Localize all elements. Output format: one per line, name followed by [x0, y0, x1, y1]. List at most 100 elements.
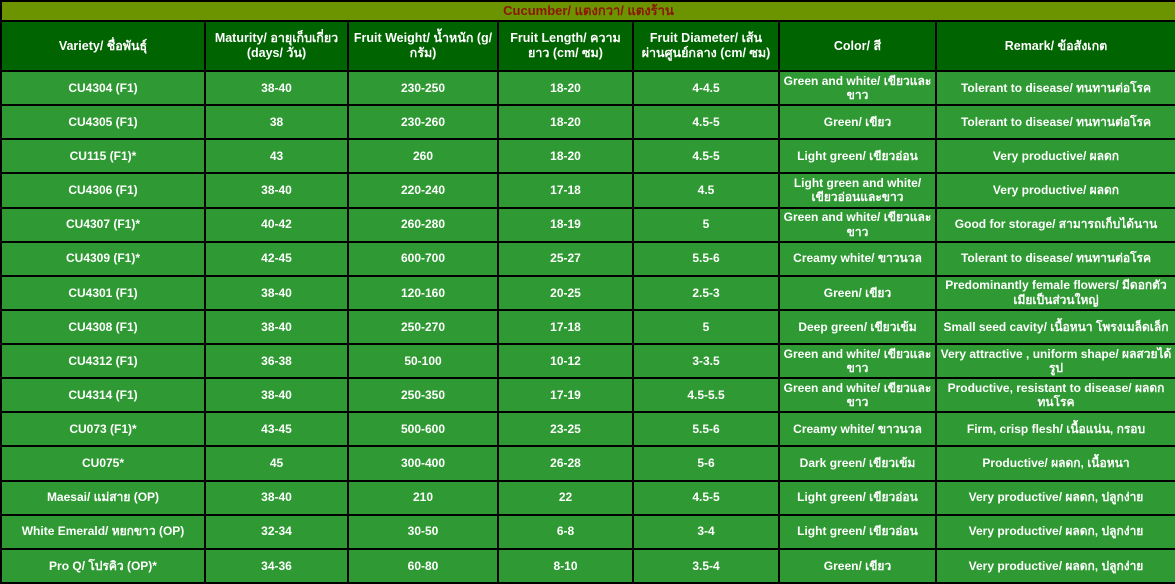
cell-fruit-diameter: 4.5-5: [632, 479, 780, 516]
cell-fruit-weight: 210: [347, 479, 499, 516]
cell-fruit-diameter: 4.5-5: [632, 104, 780, 141]
cell-fruit-weight: 50-100: [347, 342, 499, 380]
variety-row-1: CU4305 (F1) 38 230-260 18-20 4.5-5 Green/ เขี…: [0, 104, 1175, 141]
cell-fruit-weight: 60-80: [347, 547, 499, 584]
cell-maturity: 34-36: [204, 547, 349, 584]
cell-fruit-length: 10-12: [497, 342, 634, 380]
cell-fruit-diameter: 5-6: [632, 445, 780, 482]
cell-fruit-weight: 120-160: [347, 274, 499, 311]
cell-color: Green and white/ เขียวและขาว: [778, 342, 937, 380]
cell-remark: Very productive/ ผลดก, ปลูกง่าย: [935, 479, 1175, 516]
cell-fruit-length: 6-8: [497, 513, 634, 550]
cell-fruit-weight: 600-700: [347, 240, 499, 277]
column-header-variety: Variety/ ชื่อพันธุ์: [0, 20, 206, 72]
cell-color: Green/ เขียว: [778, 104, 937, 141]
cell-fruit-diameter: 5.5-6: [632, 240, 780, 277]
cell-variety: CU4304 (F1): [0, 69, 206, 107]
column-header-maturity: Maturity/ อายุเก็บเกี่ยว (days/ วัน): [204, 20, 349, 72]
header-row: Variety/ ชื่อพันธุ์ Maturity/ อายุเก็บเกี…: [0, 20, 1175, 72]
cell-fruit-length: 25-27: [497, 240, 634, 277]
cell-variety: CU075*: [0, 445, 206, 482]
cell-variety: CU4305 (F1): [0, 104, 206, 141]
column-header-color: Color/ สี: [778, 20, 937, 72]
variety-row-5: CU4309 (F1)* 42-45 600-700 25-27 5.5-6 Creamy…: [0, 240, 1175, 277]
cell-maturity: 38-40: [204, 308, 349, 346]
cell-remark: Tolerant to disease/ ทนทานต่อโรค: [935, 240, 1175, 277]
cell-variety: CU4307 (F1)*: [0, 206, 206, 243]
variety-row-11: CU075* 45 300-400 26-28 5-6 Dark green/ เขียว…: [0, 445, 1175, 482]
variety-row-12: Maesai/ แม่สาย (OP) 38-40 210 22 4.5-5 Light …: [0, 479, 1175, 516]
cell-maturity: 38: [204, 104, 349, 141]
cell-maturity: 38-40: [204, 69, 349, 107]
cell-maturity: 36-38: [204, 342, 349, 380]
cell-remark: Very productive/ ผลดก: [935, 138, 1175, 175]
cell-maturity: 42-45: [204, 240, 349, 277]
cell-fruit-weight: 220-240: [347, 172, 499, 209]
variety-row-7: CU4308 (F1) 38-40 250-270 17-18 5 Deep green/…: [0, 308, 1175, 346]
cell-fruit-weight: 250-350: [347, 377, 499, 414]
cell-maturity: 32-34: [204, 513, 349, 550]
variety-row-10: CU073 (F1)* 43-45 500-600 23-25 5.5-6 Creamy …: [0, 411, 1175, 448]
cell-variety: White Emerald/ หยกขาว (OP): [0, 513, 206, 550]
cell-fruit-length: 22: [497, 479, 634, 516]
variety-row-8: CU4312 (F1) 36-38 50-100 10-12 3-3.5 Green an…: [0, 342, 1175, 380]
column-header-fruit-length: Fruit Length/ ความ ยาว (cm/ ซม): [497, 20, 634, 72]
cell-remark: Firm, crisp flesh/ เนื้อแน่น, กรอบ: [935, 411, 1175, 448]
cell-fruit-diameter: 3-4: [632, 513, 780, 550]
cell-variety: Pro Q/ โปรคิว (OP)*: [0, 547, 206, 584]
cell-variety: CU4301 (F1): [0, 274, 206, 311]
cell-remark: Very attractive , uniform shape/ ผลสวยได…: [935, 342, 1175, 380]
cell-color: Light green/ เขียวอ่อน: [778, 513, 937, 550]
cell-fruit-length: 18-20: [497, 138, 634, 175]
cell-fruit-length: 26-28: [497, 445, 634, 482]
cell-fruit-length: 17-19: [497, 377, 634, 414]
variety-row-6: CU4301 (F1) 38-40 120-160 20-25 2.5-3 Green/ …: [0, 274, 1175, 311]
cell-fruit-weight: 500-600: [347, 411, 499, 448]
cell-maturity: 38-40: [204, 479, 349, 516]
cell-color: Green and white/ เขียวและขาว: [778, 69, 937, 107]
cell-fruit-diameter: 4.5-5.5: [632, 377, 780, 414]
cell-fruit-length: 17-18: [497, 308, 634, 346]
variety-row-0: CU4304 (F1) 38-40 230-250 18-20 4-4.5 Green a…: [0, 69, 1175, 107]
cell-fruit-diameter: 4-4.5: [632, 69, 780, 107]
cell-variety: CU4306 (F1): [0, 172, 206, 209]
variety-row-9: CU4314 (F1) 38-40 250-350 17-19 4.5-5.5 Green…: [0, 377, 1175, 414]
cell-fruit-diameter: 3.5-4: [632, 547, 780, 584]
variety-row-14: Pro Q/ โปรคิว (OP)* 34-36 60-80 8-10 3.5-4 Gr…: [0, 547, 1175, 584]
cell-fruit-weight: 30-50: [347, 513, 499, 550]
cell-variety: Maesai/ แม่สาย (OP): [0, 479, 206, 516]
cell-fruit-diameter: 5.5-6: [632, 411, 780, 448]
cell-fruit-diameter: 5: [632, 206, 780, 243]
cell-fruit-length: 17-18: [497, 172, 634, 209]
table-body: CU4304 (F1) 38-40 230-250 18-20 4-4.5 Green a…: [0, 69, 1175, 584]
cell-color: Creamy white/ ขาวนวล: [778, 411, 937, 448]
cell-maturity: 43-45: [204, 411, 349, 448]
cell-fruit-weight: 230-250: [347, 69, 499, 107]
cell-remark: Small seed cavity/ เนื้อหนา โพรงเมล็ดเล็…: [935, 308, 1175, 346]
cell-remark: Very productive/ ผลดก: [935, 172, 1175, 209]
cell-fruit-diameter: 4.5: [632, 172, 780, 209]
cell-fruit-weight: 260-280: [347, 206, 499, 243]
cell-remark: Productive, resistant to disease/ ผลดก ท…: [935, 377, 1175, 414]
cell-color: Green/ เขียว: [778, 547, 937, 584]
cell-fruit-diameter: 3-3.5: [632, 342, 780, 380]
column-header-fruit-diameter: Fruit Diameter/ เส้น ผ่านศูนย์กลาง (cm/ …: [632, 20, 780, 72]
cell-color: Creamy white/ ขาวนวล: [778, 240, 937, 277]
cell-remark: Tolerant to disease/ ทนทานต่อโรค: [935, 104, 1175, 141]
cell-color: Green and white/ เขียวและขาว: [778, 206, 937, 243]
cell-variety: CU073 (F1)*: [0, 411, 206, 448]
cell-fruit-diameter: 5: [632, 308, 780, 346]
cell-maturity: 45: [204, 445, 349, 482]
cell-color: Green/ เขียว: [778, 274, 937, 311]
cell-remark: Predominantly female flowers/ มีดอกตัวเม…: [935, 274, 1175, 311]
cell-fruit-length: 18-20: [497, 69, 634, 107]
cell-fruit-diameter: 2.5-3: [632, 274, 780, 311]
cell-variety: CU115 (F1)*: [0, 138, 206, 175]
column-header-fruit-weight: Fruit Weight/ น้ำหนัก (g/ กรัม): [347, 20, 499, 72]
cell-remark: Productive/ ผลดก, เนื้อหนา: [935, 445, 1175, 482]
cell-fruit-length: 18-19: [497, 206, 634, 243]
cell-maturity: 38-40: [204, 172, 349, 209]
cell-fruit-weight: 250-270: [347, 308, 499, 346]
